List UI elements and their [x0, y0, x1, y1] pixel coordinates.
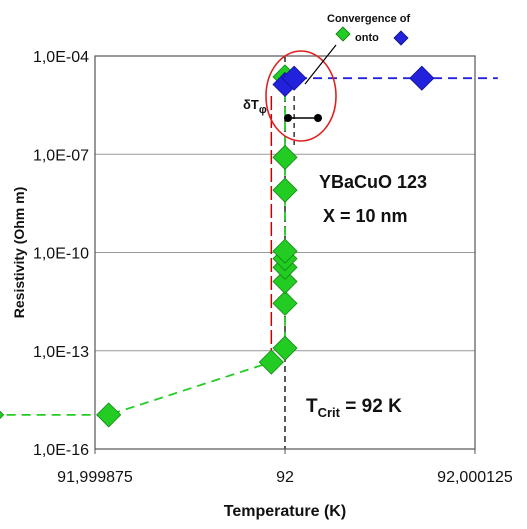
annotations: Convergence of onto δTφ YBaCuO 123 X = 1… [243, 13, 427, 420]
convergence-label-line1: Convergence of [327, 13, 410, 25]
tcrit-main: T [306, 396, 318, 417]
series-0-point-9 [272, 177, 298, 203]
legend-blue-diamond [393, 30, 409, 46]
delta-t-label: δTφ [243, 97, 267, 116]
delta-t-sub: φ [259, 104, 267, 116]
tcrit-sub: Crit [318, 405, 341, 420]
series-0-point-2 [258, 349, 284, 375]
y-tick-label-0: 1,0E-04 [33, 49, 89, 66]
x-tick-label-0: 91,999875 [57, 469, 133, 486]
series-1-point-2 [409, 65, 435, 91]
convergence-circle [265, 50, 337, 142]
x-axis-label: Temperature (K) [224, 503, 346, 520]
delta-t-right-dot [314, 114, 322, 122]
convergence-pointer [304, 44, 337, 85]
guide-layer [270, 56, 295, 449]
y-tick-label-3: 1,0E-13 [33, 344, 89, 361]
series-1-line [284, 77, 498, 86]
x-tick-label-1: 92 [276, 469, 294, 486]
y-axis-label: Resistivity (Ohm m) [11, 187, 27, 318]
series-0-point-4 [272, 290, 298, 316]
convergence-label-line2: onto [355, 32, 379, 44]
series-0-point-8 [272, 238, 298, 264]
x-value-label: X = 10 nm [323, 206, 408, 226]
y-tick-label-1: 1,0E-07 [33, 147, 89, 164]
y-tick-label-4: 1,0E-16 [33, 442, 89, 459]
legend-green-diamond [335, 26, 351, 42]
tcrit-value: = 92 K [340, 396, 402, 417]
tick-labels: 1,0E-04 1,0E-07 1,0E-10 1,0E-13 1,0E-16 91,99… [33, 49, 513, 486]
series-0-point-5 [272, 268, 298, 295]
series-0-point-10 [272, 144, 298, 170]
material-label: YBaCuO 123 [319, 172, 427, 192]
series-0-point-0 [0, 410, 5, 420]
y-tick-label-2: 1,0E-10 [33, 246, 89, 263]
series-1-point-1 [281, 65, 307, 91]
x-tick-label-2: 92,000125 [437, 469, 513, 486]
tcrit-label: TCrit = 92 K [306, 396, 402, 420]
series-0-point-3 [272, 335, 298, 361]
delta-t-main: δT [243, 97, 259, 112]
delta-t-left-dot [284, 114, 292, 122]
series-0-point-1 [96, 402, 122, 428]
data-markers [0, 64, 435, 428]
